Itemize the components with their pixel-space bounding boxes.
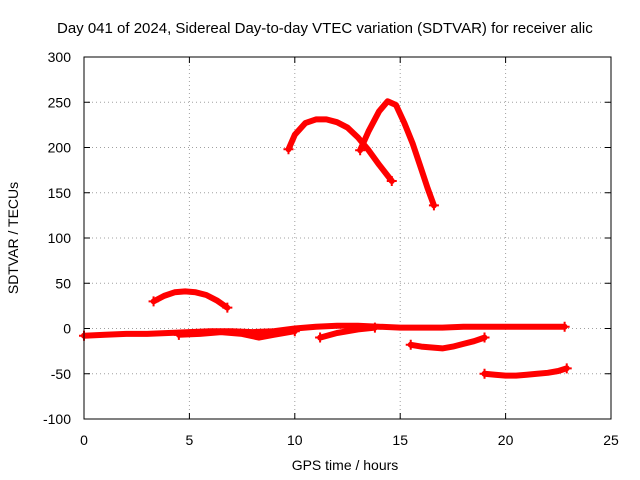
x-tick-label: 20: [498, 432, 514, 448]
series-endpoint-marker: [479, 332, 490, 343]
y-tick-label: 250: [48, 94, 72, 110]
y-tick-label: 0: [63, 321, 71, 337]
series-endpoint-marker: [148, 296, 159, 307]
series-layer: [79, 98, 572, 379]
series-endpoint-marker: [369, 322, 380, 333]
series-endpoint-marker: [222, 302, 233, 313]
series-endpoint-marker: [315, 332, 326, 343]
series-arc-peak-14h: [357, 98, 437, 209]
x-tick-label: 0: [80, 432, 88, 448]
series-arc-peak-11h: [285, 116, 395, 184]
chart-title: Day 041 of 2024, Sidereal Day-to-day VTE…: [57, 20, 593, 37]
series-endpoint-marker: [386, 175, 397, 186]
tick-layer: 0 5 10 15 20 25 -100 -50 0 50 100 150 200 250 300: [43, 49, 619, 448]
series-endpoint-marker: [559, 321, 570, 332]
y-tick-label: 300: [48, 49, 72, 65]
series-endpoint-marker: [405, 339, 416, 350]
series-endpoint-marker: [479, 368, 490, 379]
y-tick-label: -50: [51, 366, 71, 382]
x-tick-label: 25: [603, 432, 619, 448]
series-arc-baseline-1: [175, 328, 298, 341]
series-arc-baseline-0: [81, 322, 568, 339]
series-endpoint-marker: [283, 144, 294, 155]
series-endpoint-marker: [561, 363, 572, 374]
series-arc-baseline-2: [317, 324, 378, 341]
series-endpoint-marker: [289, 326, 300, 337]
y-tick-label: 200: [48, 140, 72, 156]
y-tick-label: -100: [43, 411, 71, 427]
x-tick-label: 15: [392, 432, 408, 448]
series-endpoint-marker: [355, 145, 366, 156]
series-arc-dip-17h: [407, 334, 488, 352]
series-endpoint-marker: [173, 329, 184, 340]
x-axis-label: GPS time / hours: [292, 457, 399, 473]
x-tick-label: 10: [287, 432, 303, 448]
series-arc-hump-5h: [150, 288, 231, 311]
series-arc-dip-21h: [481, 365, 570, 379]
y-tick-label: 100: [48, 230, 72, 246]
y-tick-label: 150: [48, 185, 72, 201]
grid-layer: [84, 57, 611, 419]
series-endpoint-marker: [428, 200, 439, 211]
y-axis-label: SDTVAR / TECUs: [5, 182, 21, 294]
y-tick-label: 50: [55, 275, 71, 291]
plot-frame: [83, 56, 612, 420]
x-tick-label: 5: [186, 432, 194, 448]
